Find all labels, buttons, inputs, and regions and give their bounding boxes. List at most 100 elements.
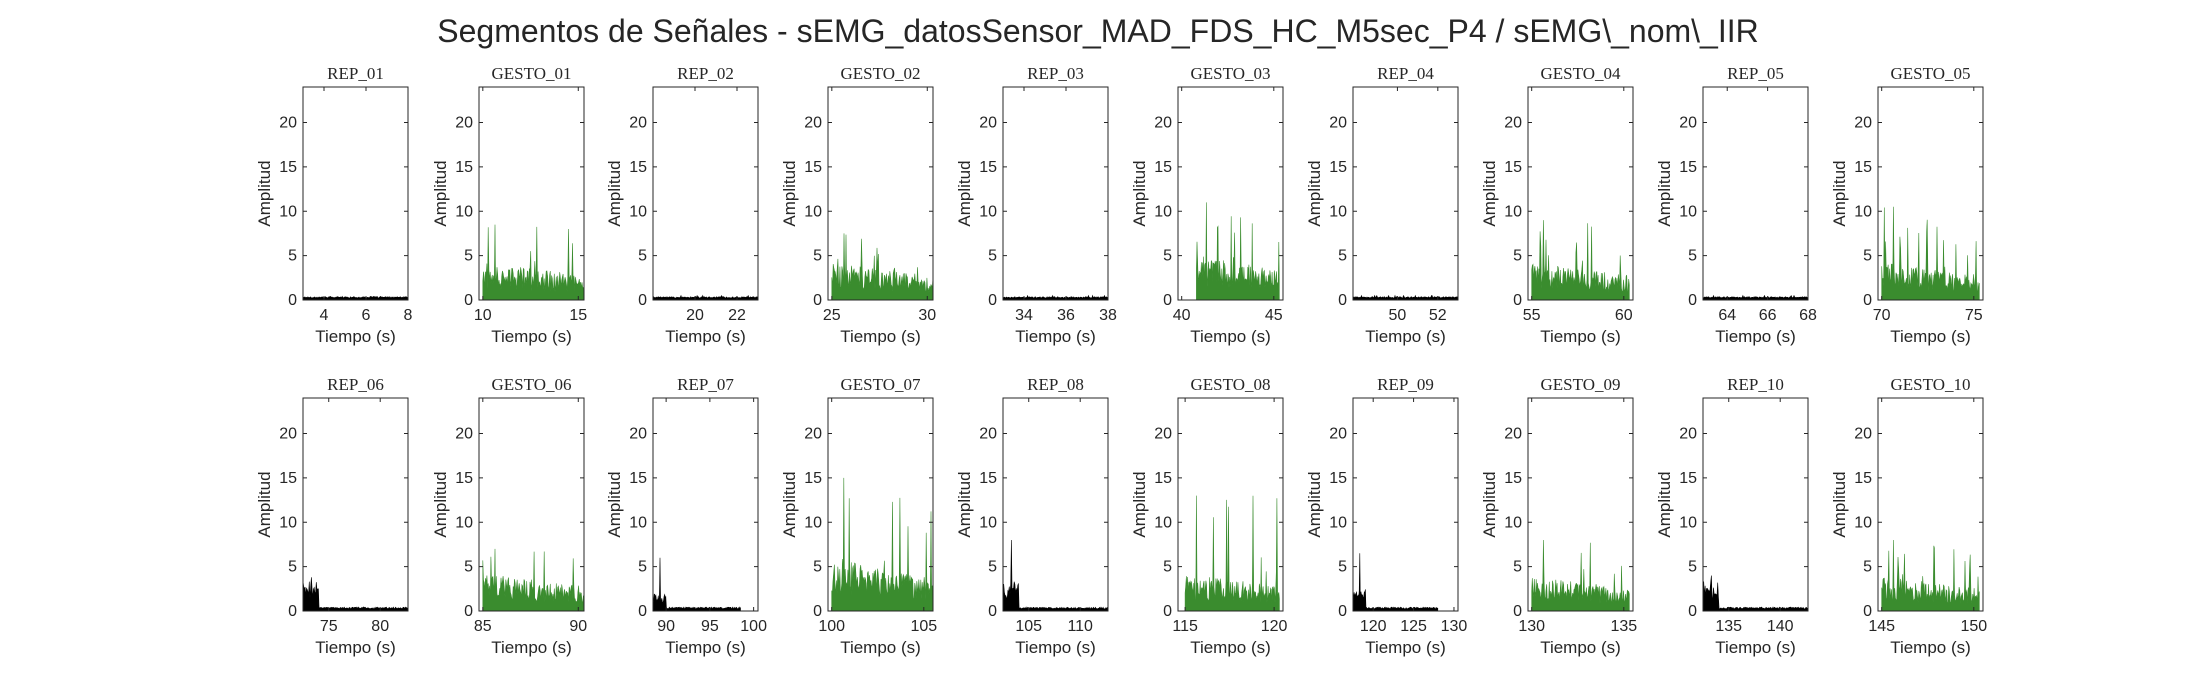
plot-frame	[1702, 86, 1809, 301]
signal-area	[1002, 539, 1109, 612]
signal-area	[1531, 220, 1630, 301]
plot-border	[302, 397, 409, 612]
panel-gesto-01: 0 5 10 15 20 10 15 GESTO_01 Tiempo (s) Amplitud	[431, 64, 587, 346]
signal-area	[482, 224, 585, 301]
panel-title: GESTO_04	[1541, 64, 1621, 83]
panel-title: GESTO_01	[492, 64, 572, 83]
x-tick-label: 25	[823, 307, 841, 324]
x-axis-label: Tiempo (s)	[491, 638, 572, 657]
panel-title: REP_09	[1377, 375, 1434, 394]
y-tick-label: 0	[1688, 603, 1697, 620]
panel-gesto-03: 0 5 10 15 20 40 45 GESTO_03 Tiempo (s) Amplitud	[1130, 64, 1284, 346]
y-axis-label: Amplitud	[1130, 160, 1149, 226]
panel-gesto-02: 0 5 10 15 20 25 30 GESTO_02 Tiempo (s) Amplitud	[780, 64, 936, 346]
x-tick-label: 95	[701, 618, 719, 635]
signal-area	[1702, 294, 1809, 301]
y-tick-label: 5	[1688, 559, 1697, 576]
x-axis-label: Tiempo (s)	[1715, 327, 1796, 346]
y-axis-label: Amplitud	[955, 471, 974, 537]
x-axis-label: Tiempo (s)	[1190, 638, 1271, 657]
y-tick-label: 5	[1513, 248, 1522, 265]
x-tick-label: 85	[474, 618, 492, 635]
y-axis-label: Amplitud	[1130, 471, 1149, 537]
y-tick-label: 10	[1504, 203, 1522, 220]
panel-rep-05: 0 5 10 15 20 64 66 68 REP_05 Tiempo (s) Amplitud	[1655, 64, 1817, 346]
y-axis-label: Amplitud	[1830, 160, 1849, 226]
y-axis-label: Amplitud	[1305, 160, 1324, 226]
panel-gesto-09: 0 5 10 15 20 130 135 GESTO_09 Tiempo (s) Amplitud	[1480, 375, 1637, 657]
y-tick-label: 20	[629, 426, 647, 443]
plot-border	[1877, 86, 1984, 301]
panel-title: REP_06	[327, 375, 384, 394]
y-tick-label: 5	[1338, 559, 1347, 576]
panel-title: GESTO_02	[841, 64, 921, 83]
x-tick-label: 34	[1015, 307, 1033, 324]
plot-frame	[1352, 397, 1459, 612]
y-tick-label: 20	[804, 426, 822, 443]
y-tick-label: 0	[1513, 603, 1522, 620]
y-tick-label: 15	[804, 159, 822, 176]
signal-area	[1352, 553, 1439, 612]
y-tick-label: 10	[804, 203, 822, 220]
y-tick-label: 10	[455, 203, 473, 220]
plot-frame	[652, 397, 759, 612]
plot-frame	[1877, 86, 1984, 301]
plot-frame	[1002, 86, 1109, 301]
y-tick-label: 0	[1338, 603, 1347, 620]
plot-frame	[652, 86, 759, 301]
signal-area	[302, 577, 409, 612]
y-tick-label: 5	[988, 248, 997, 265]
x-tick-label: 125	[1400, 618, 1427, 635]
x-tick-label: 130	[1518, 618, 1545, 635]
x-tick-label: 22	[728, 307, 746, 324]
y-tick-label: 5	[638, 559, 647, 576]
signal-area	[1196, 202, 1280, 301]
y-tick-label: 10	[1679, 514, 1697, 531]
y-tick-label: 0	[813, 603, 822, 620]
y-tick-label: 0	[638, 603, 647, 620]
y-axis-label: Amplitud	[1305, 471, 1324, 537]
y-tick-label: 15	[1679, 470, 1697, 487]
plot-frame	[478, 86, 585, 301]
x-tick-label: 115	[1172, 618, 1198, 635]
panel-title: REP_07	[677, 375, 734, 394]
y-tick-label: 20	[979, 115, 997, 132]
y-tick-label: 15	[1679, 159, 1697, 176]
figure-title: Segmentos de Señales - sEMG_datosSensor_…	[437, 13, 1758, 49]
panel-rep-01: 0 5 10 15 20 4 6 8 REP_01 Tiempo (s) Amplitud	[255, 64, 413, 346]
x-tick-label: 66	[1759, 307, 1777, 324]
panel-rep-04: 0 5 10 15 20 50 52 REP_04 Tiempo (s) Amplitud	[1305, 64, 1459, 346]
y-tick-label: 10	[1329, 514, 1347, 531]
x-axis-label: Tiempo (s)	[1890, 638, 1971, 657]
x-tick-label: 90	[657, 618, 675, 635]
y-tick-label: 0	[1163, 603, 1172, 620]
x-tick-label: 145	[1868, 618, 1895, 635]
y-tick-label: 10	[1854, 514, 1872, 531]
y-tick-label: 15	[1504, 159, 1522, 176]
x-tick-label: 36	[1057, 307, 1075, 324]
y-tick-label: 5	[1513, 559, 1522, 576]
x-tick-label: 135	[1610, 618, 1637, 635]
y-tick-label: 20	[1329, 115, 1347, 132]
plot-border	[1352, 397, 1459, 612]
y-tick-label: 20	[1504, 426, 1522, 443]
x-tick-label: 140	[1767, 618, 1794, 635]
y-tick-label: 15	[629, 470, 647, 487]
y-tick-label: 0	[464, 292, 473, 309]
y-tick-label: 5	[813, 559, 822, 576]
x-axis-label: Tiempo (s)	[665, 638, 746, 657]
y-tick-label: 5	[464, 559, 473, 576]
signal-area	[652, 294, 759, 301]
x-tick-label: 38	[1099, 307, 1117, 324]
plot-border	[478, 397, 585, 612]
y-axis-label: Amplitud	[605, 471, 624, 537]
y-tick-label: 20	[1154, 426, 1172, 443]
x-tick-label: 15	[569, 307, 587, 324]
x-tick-label: 70	[1873, 307, 1891, 324]
signal-area	[1352, 294, 1459, 301]
signal-area	[1531, 539, 1630, 612]
y-tick-label: 15	[1504, 470, 1522, 487]
panel-title: REP_05	[1727, 64, 1784, 83]
y-tick-label: 5	[288, 248, 297, 265]
panel-title: REP_03	[1027, 64, 1084, 83]
